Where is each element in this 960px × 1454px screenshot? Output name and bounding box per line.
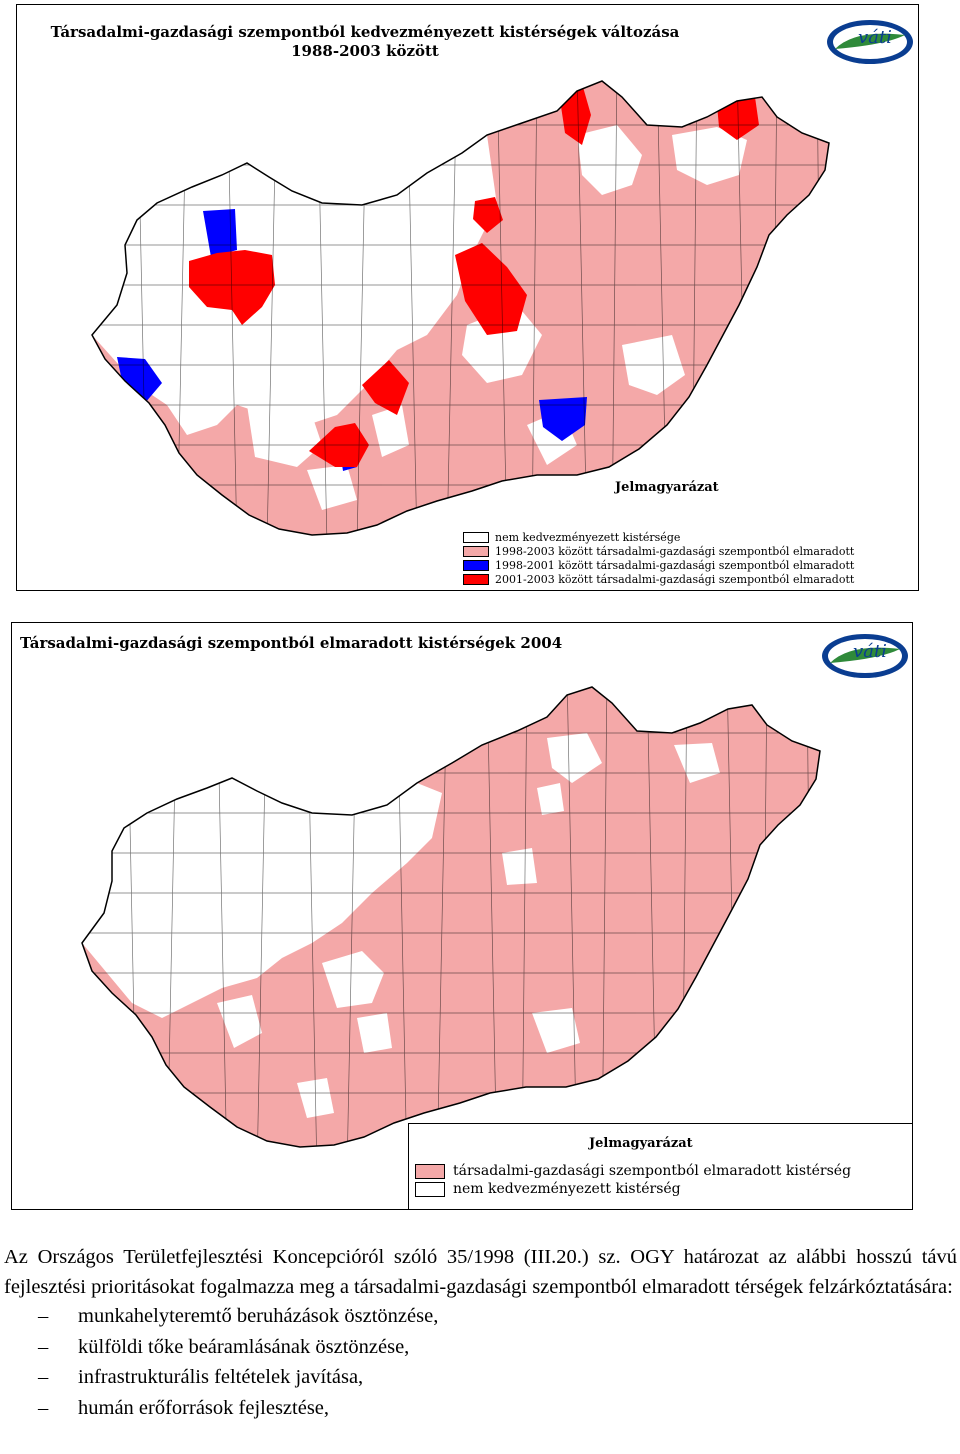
region-fill-2001-2003-center-north bbox=[455, 243, 527, 335]
region-fill-nonfavoured-center bbox=[322, 951, 384, 1008]
map1-legend-title: Jelmagyarázat bbox=[615, 480, 719, 495]
legend-label: 1998-2001 között társadalmi-gazdasági sz… bbox=[495, 559, 855, 572]
region-fill-nonfavoured-south bbox=[307, 465, 357, 510]
region-fill-nonfavoured-northeast bbox=[672, 127, 747, 185]
map-panel-1988-2003: Társadalmi-gazdasági szempontból kedvezm… bbox=[16, 4, 919, 591]
region-fill-nonfavoured-southwest bbox=[247, 400, 322, 467]
vati-logo-text: váti bbox=[853, 641, 887, 662]
legend-swatch-white bbox=[415, 1182, 445, 1197]
region-fill-nonfavoured-north bbox=[547, 733, 602, 783]
legend-swatch-white bbox=[463, 532, 489, 543]
region-fill-nonfavoured-north2 bbox=[537, 783, 564, 815]
region-fill-nonfavoured-south2 bbox=[357, 1013, 392, 1053]
list-item-text: munkahelyteremtő beruházások ösztönzése, bbox=[78, 1305, 439, 1327]
region-fill-nonfavoured-north bbox=[577, 125, 642, 195]
list-dash: – bbox=[38, 1396, 49, 1419]
map1-title: Társadalmi-gazdasági szempontból kedvezm… bbox=[25, 23, 705, 61]
vati-logo-text: váti bbox=[858, 27, 892, 48]
region-fill-2001-2003-center bbox=[362, 360, 409, 415]
list-item: – külföldi tőke beáramlásának ösztönzése, bbox=[4, 1333, 957, 1364]
map-panel-2004: Társadalmi-gazdasági szempontból elmarad… bbox=[11, 622, 913, 1210]
vati-logo: váti bbox=[822, 634, 908, 678]
region-fill-2001-2003-north2 bbox=[473, 197, 503, 233]
legend-label: társadalmi-gazdasági szempontból elmarad… bbox=[453, 1163, 852, 1179]
region-fill-1998-2001-east bbox=[539, 397, 587, 441]
legend-swatch-pink bbox=[463, 546, 489, 557]
hungary-map-2004 bbox=[81, 686, 821, 1148]
region-fill-nonfavoured-southeast bbox=[532, 1008, 580, 1053]
map2-legend-title: Jelmagyarázat bbox=[589, 1136, 693, 1151]
list-dash: – bbox=[38, 1366, 49, 1388]
legend-label: nem kedvezményezett kistérsége bbox=[495, 531, 681, 544]
list-item: – infrastrukturális feltételek javítása, bbox=[4, 1363, 957, 1394]
list-item: – munkahelyteremtő beruházások ösztönzése… bbox=[4, 1302, 957, 1333]
region-fill-nonfavoured-south2 bbox=[372, 405, 409, 457]
list-item-text: külföldi tőke beáramlásának ösztönzése, bbox=[78, 1335, 410, 1358]
region-fill-nonfavoured-northwest bbox=[82, 778, 442, 1018]
region-fill-2001-2003-west bbox=[189, 250, 275, 325]
map2-legend-box: Jelmagyarázat társadalmi-gazdasági szemp… bbox=[408, 1123, 913, 1209]
legend-swatch-red bbox=[463, 574, 489, 585]
list-dash: – bbox=[38, 1305, 49, 1327]
list-dash: – bbox=[38, 1335, 49, 1358]
map1-title-line1: Társadalmi-gazdasági szempontból kedvezm… bbox=[50, 23, 680, 41]
intro-paragraph: Az Országos Területfejlesztési Koncepció… bbox=[4, 1246, 957, 1298]
region-fill-nonfavoured-center-north bbox=[502, 848, 537, 885]
list-item-text: infrastrukturális feltételek javítása, bbox=[78, 1366, 364, 1388]
map2-title: Társadalmi-gazdasági szempontból elmarad… bbox=[20, 634, 563, 652]
list-item: – humán erőforrások fejlesztése, bbox=[4, 1394, 957, 1425]
legend-label: 2001-2003 között társadalmi-gazdasági sz… bbox=[495, 573, 855, 586]
vati-logo: váti bbox=[827, 20, 913, 64]
legend-swatch-pink bbox=[415, 1164, 445, 1179]
priority-list: – munkahelyteremtő beruházások ösztönzése… bbox=[4, 1302, 957, 1424]
map1-title-line2: 1988-2003 között bbox=[291, 42, 439, 60]
body-text: Az Országos Területfejlesztési Koncepció… bbox=[4, 1243, 957, 1424]
list-item-text: humán erőforrások fejlesztése, bbox=[78, 1396, 330, 1419]
legend-label: nem kedvezményezett kistérség bbox=[453, 1181, 681, 1197]
hungary-map-1988-2003 bbox=[91, 80, 830, 536]
region-fill-nonfavoured-southwest bbox=[217, 995, 262, 1048]
legend-swatch-blue bbox=[463, 560, 489, 571]
legend-label: 1998-2003 között társadalmi-gazdasági sz… bbox=[495, 545, 855, 558]
